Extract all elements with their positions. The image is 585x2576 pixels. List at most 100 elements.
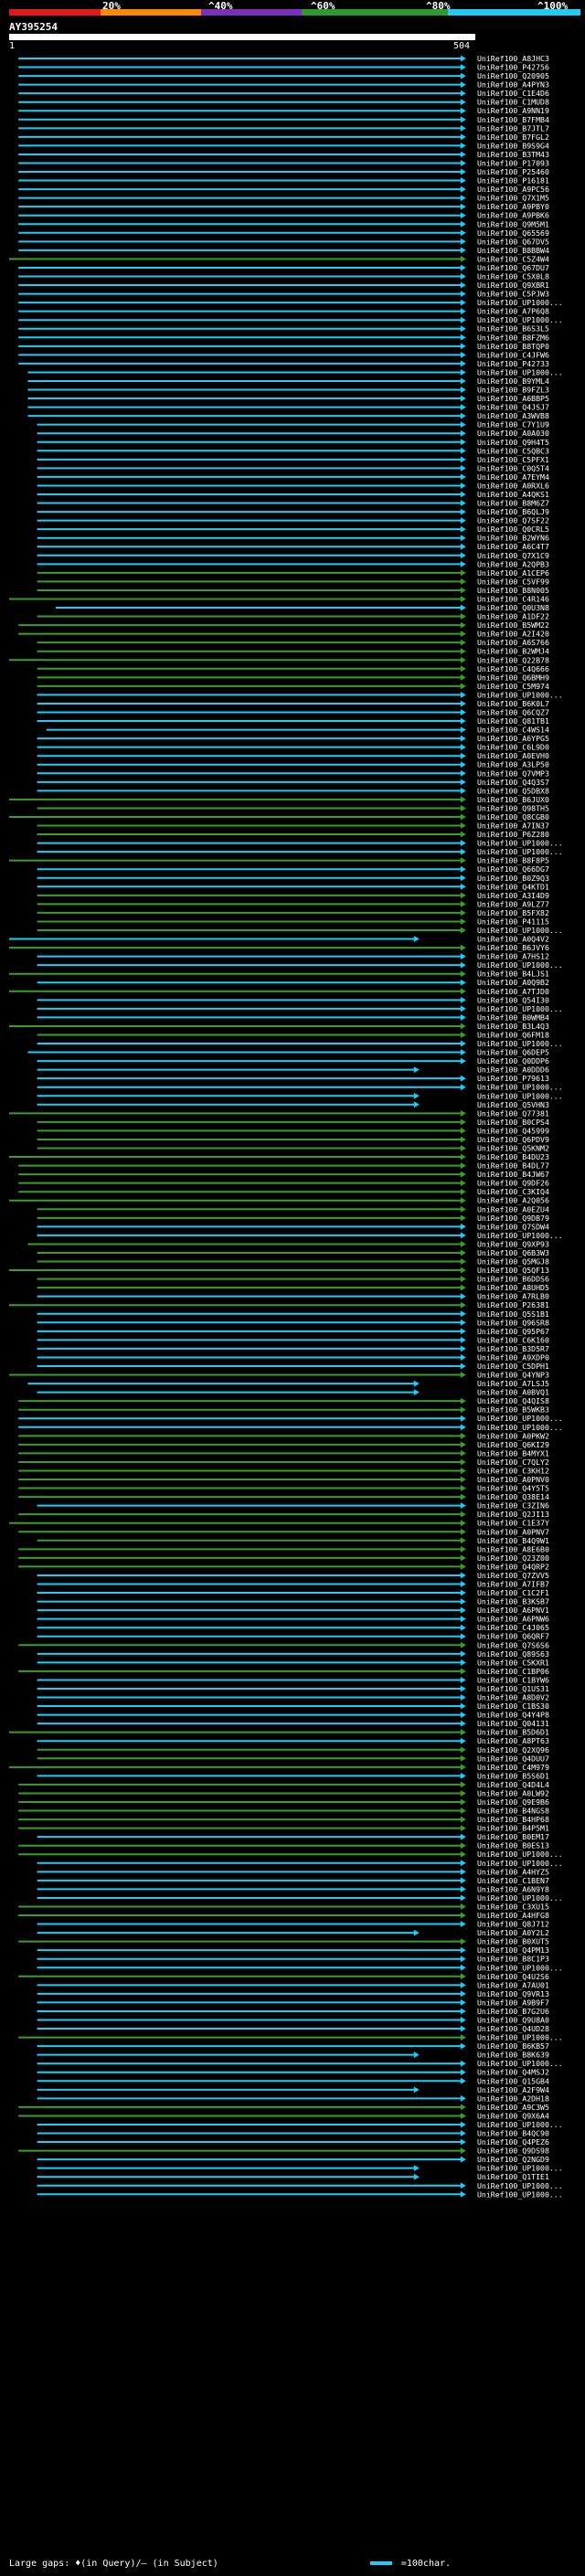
hit-label[interactable]: UniRef100_UP1000... — [477, 1039, 563, 1048]
hit-label[interactable]: UniRef100_B9S9G4 — [477, 141, 549, 150]
hit-label[interactable]: UniRef100_A2QPB3 — [477, 559, 549, 568]
hit-label[interactable]: UniRef100_A8UHD5 — [477, 1283, 549, 1292]
hit-label[interactable]: UniRef100_A4QKS1 — [477, 490, 549, 499]
hit-label[interactable]: UniRef100_A0EZU4 — [477, 1204, 549, 1214]
hit-label[interactable]: UniRef100_B5D6D1 — [477, 1728, 549, 1737]
hit-label[interactable]: UniRef100_Q7ZVV5 — [477, 1571, 549, 1580]
hit-label[interactable]: UniRef100_B4DL77 — [477, 1161, 549, 1171]
hit-label[interactable]: UniRef100_A9B9F7 — [477, 1998, 549, 2007]
hit-label[interactable]: UniRef100_Q9X6A4 — [477, 2111, 549, 2120]
hit-label[interactable]: UniRef100_B2WYN6 — [477, 534, 549, 543]
hit-label[interactable]: UniRef100_B4QC90 — [477, 2129, 549, 2138]
hit-label[interactable]: UniRef100_UP1000... — [477, 367, 563, 376]
hit-label[interactable]: UniRef100_A9PBK6 — [477, 211, 549, 220]
hit-label[interactable]: UniRef100_B8F8P5 — [477, 856, 549, 865]
hit-label[interactable]: UniRef100_Q9M5M1 — [477, 219, 549, 228]
hit-label[interactable]: UniRef100_B6S3L5 — [477, 324, 549, 334]
hit-label[interactable]: UniRef100_B0EM17 — [477, 1832, 549, 1841]
hit-label[interactable]: UniRef100_UP1000... — [477, 1091, 563, 1100]
hit-label[interactable]: UniRef100_UP1000... — [477, 1004, 563, 1013]
hit-label[interactable]: UniRef100_A9PBY0 — [477, 202, 549, 211]
hit-label[interactable]: UniRef100_B4P5M1 — [477, 1824, 549, 1833]
hit-label[interactable]: UniRef100_Q7SF22 — [477, 516, 549, 525]
hit-label[interactable]: UniRef100_A2I420 — [477, 630, 549, 639]
hit-label[interactable]: UniRef100_C7Y1U9 — [477, 420, 549, 429]
hit-label[interactable]: UniRef100_C5QBC3 — [477, 446, 549, 455]
hit-label[interactable]: UniRef100_A0BVQ1 — [477, 1388, 549, 1397]
hit-label[interactable]: UniRef100_C6K160 — [477, 1335, 549, 1344]
hit-label[interactable]: UniRef100_A0PNV0 — [477, 1475, 549, 1484]
hit-label[interactable]: UniRef100_Q6B3W3 — [477, 1248, 549, 1257]
hit-label[interactable]: UniRef100_Q38E14 — [477, 1492, 549, 1501]
hit-label[interactable]: UniRef100_Q7X1C9 — [477, 551, 549, 560]
hit-label[interactable]: UniRef100_B8FZM6 — [477, 333, 549, 342]
hit-label[interactable]: UniRef100_Q1TIE1 — [477, 2172, 549, 2181]
hit-label[interactable]: UniRef100_A7EYM4 — [477, 472, 549, 482]
hit-label[interactable]: UniRef100_B4NGS8 — [477, 1807, 549, 1816]
hit-label[interactable]: UniRef100_UP1000... — [477, 2189, 563, 2199]
hit-label[interactable]: UniRef100_UP1000... — [477, 2059, 563, 2068]
hit-label[interactable]: UniRef100_B7FMB4 — [477, 115, 549, 124]
hit-label[interactable]: UniRef100_A2F9W4 — [477, 2085, 549, 2094]
hit-label[interactable]: UniRef100_C5DPH1 — [477, 1362, 549, 1371]
hit-label[interactable]: UniRef100_A1CEP6 — [477, 568, 549, 578]
hit-label[interactable]: UniRef100_A2DH18 — [477, 2094, 549, 2103]
hit-label[interactable]: UniRef100_B3TM43 — [477, 150, 549, 159]
hit-label[interactable]: UniRef100_C4M979 — [477, 1763, 549, 1772]
hit-label[interactable]: UniRef100_Q7SDW4 — [477, 1222, 549, 1231]
hit-label[interactable]: UniRef100_C5Z4W4 — [477, 254, 549, 263]
hit-label[interactable]: UniRef100_A3LP50 — [477, 760, 549, 769]
hit-label[interactable]: UniRef100_C7QLY2 — [477, 1458, 549, 1467]
hit-label[interactable]: UniRef100_A7TJD0 — [477, 987, 549, 996]
hit-label[interactable]: UniRef100_C4Q666 — [477, 664, 549, 673]
hit-label[interactable]: UniRef100_B0XUT5 — [477, 1937, 549, 1946]
hit-label[interactable]: UniRef100_A7RLB0 — [477, 1292, 549, 1301]
hit-label[interactable]: UniRef100_P17093 — [477, 158, 549, 167]
hit-label[interactable]: UniRef100_A6S766 — [477, 638, 549, 647]
hit-label[interactable]: UniRef100_A1DF22 — [477, 612, 549, 621]
hit-label[interactable]: UniRef100_Q6KI29 — [477, 1440, 549, 1449]
hit-label[interactable]: UniRef100_Q4QIS8 — [477, 1396, 549, 1405]
hit-label[interactable]: UniRef100_A7HS12 — [477, 952, 549, 961]
hit-label[interactable]: UniRef100_A0Q9B2 — [477, 978, 549, 987]
hit-label[interactable]: UniRef100_A4PYN3 — [477, 80, 549, 90]
hit-label[interactable]: UniRef100_UP1000... — [477, 1850, 563, 1859]
hit-label[interactable]: UniRef100_A0PNV7 — [477, 1527, 549, 1536]
hit-label[interactable]: UniRef100_Q6DEP5 — [477, 1048, 549, 1057]
hit-label[interactable]: UniRef100_C1BP06 — [477, 1667, 549, 1676]
hit-label[interactable]: UniRef100_Q6FM18 — [477, 1030, 549, 1039]
hit-label[interactable]: UniRef100_A6PNV1 — [477, 1606, 549, 1615]
hit-label[interactable]: UniRef100_Q0DDP6 — [477, 1056, 549, 1065]
hit-label[interactable]: UniRef100_P42733 — [477, 359, 549, 368]
hit-label[interactable]: UniRef100_A6PNW6 — [477, 1615, 549, 1624]
hit-label[interactable]: UniRef100_Q4KTD1 — [477, 882, 549, 891]
hit-label[interactable]: UniRef100_P79613 — [477, 1074, 549, 1083]
hit-label[interactable]: UniRef100_Q0CRL5 — [477, 525, 549, 534]
hit-label[interactable]: UniRef100_A6C4T7 — [477, 542, 549, 551]
hit-label[interactable]: UniRef100_A8E6B0 — [477, 1544, 549, 1553]
hit-label[interactable]: UniRef100_B8M6Z7 — [477, 499, 549, 508]
hit-label[interactable]: UniRef100_Q6PDV9 — [477, 1135, 549, 1144]
hit-label[interactable]: UniRef100_Q9DF26 — [477, 1179, 549, 1188]
hit-label[interactable]: UniRef100_Q2NGD9 — [477, 2155, 549, 2164]
hit-label[interactable]: UniRef100_C4R146 — [477, 594, 549, 603]
hit-label[interactable]: UniRef100_Q5MGJ8 — [477, 1257, 549, 1267]
hit-label[interactable]: UniRef100_Q4DUU7 — [477, 1754, 549, 1763]
hit-label[interactable]: UniRef100_C3KH12 — [477, 1466, 549, 1475]
hit-label[interactable]: UniRef100_A8PT63 — [477, 1736, 549, 1745]
hit-label[interactable]: UniRef100_P25460 — [477, 167, 549, 176]
hit-label[interactable]: UniRef100_Q6QRF7 — [477, 1632, 549, 1641]
hit-label[interactable]: UniRef100_Q5DBX8 — [477, 786, 549, 795]
hit-label[interactable]: UniRef100_C1C2F1 — [477, 1588, 549, 1597]
hit-label[interactable]: UniRef100_Q89S63 — [477, 1649, 549, 1659]
hit-label[interactable]: UniRef100_C1BEN7 — [477, 1876, 549, 1885]
hit-label[interactable]: UniRef100_A6YPG5 — [477, 734, 549, 743]
hit-label[interactable]: UniRef100_C5PJW3 — [477, 290, 549, 299]
hit-label[interactable]: UniRef100_A9LZ77 — [477, 899, 549, 908]
hit-label[interactable]: UniRef100_B5S6D1 — [477, 1771, 549, 1780]
hit-label[interactable]: UniRef100_B7JTL7 — [477, 123, 549, 133]
hit-label[interactable]: UniRef100_Q67DU7 — [477, 263, 549, 272]
hit-label[interactable]: UniRef100_A7LSJ5 — [477, 1379, 549, 1388]
hit-label[interactable]: UniRef100_B4JW67 — [477, 1170, 549, 1179]
hit-label[interactable]: UniRef100_Q5S1B1 — [477, 1309, 549, 1319]
